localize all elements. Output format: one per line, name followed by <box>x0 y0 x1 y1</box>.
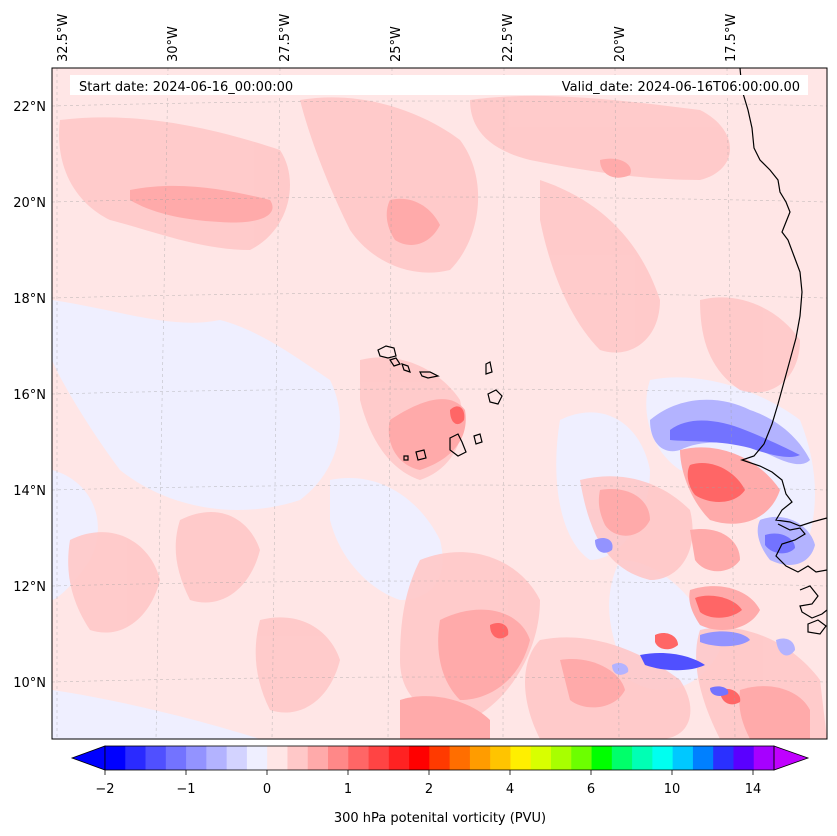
coastlines <box>739 68 827 635</box>
colorbar-ticks <box>104 770 754 775</box>
colorbar-swatch <box>145 746 167 770</box>
colorbar-tick-label: 2 <box>425 782 433 797</box>
lat-label: 10°N <box>13 676 46 691</box>
negative-pv-regions <box>595 399 815 696</box>
colorbar-swatch <box>692 746 714 770</box>
colorbar-tick-label: 4 <box>506 782 514 797</box>
colorbar-swatch <box>611 746 633 770</box>
lon-label: 17.5°W <box>724 14 739 62</box>
lon-label: 22.5°W <box>501 14 516 62</box>
lat-label: 18°N <box>13 292 46 307</box>
lat-label: 14°N <box>13 484 46 499</box>
colorbar-tick-label: −2 <box>95 782 114 797</box>
colorbar-tick-label: −1 <box>176 782 195 797</box>
lat-label: 22°N <box>13 100 46 115</box>
colorbar-swatch <box>713 746 734 770</box>
colorbar-swatch <box>449 746 471 770</box>
colorbar-swatch <box>125 746 146 770</box>
lat-label: 12°N <box>13 580 46 595</box>
colorbar-swatch <box>652 746 674 770</box>
colorbar-tick-label: 6 <box>587 782 595 797</box>
colorbar-swatch <box>307 746 329 770</box>
colorbar-swatch <box>571 746 592 770</box>
colorbar-swatches <box>105 746 775 770</box>
colorbar-swatch <box>105 746 126 770</box>
colorbar-swatch <box>551 746 572 770</box>
colorbar-swatch <box>733 746 755 770</box>
longitude-labels: 32.5°W 30°W 27.5°W 25°W 22.5°W 20°W 17.5… <box>56 14 739 62</box>
colorbar-extend-high <box>773 745 810 771</box>
colorbar-swatch <box>530 746 552 770</box>
colorbar-swatch <box>348 746 369 770</box>
start-date-label: Start date: 2024-06-16_00:00:00 <box>79 80 293 95</box>
latitude-labels: 22°N 20°N 18°N 16°N 14°N 12°N 10°N <box>13 100 46 691</box>
colorbar-swatch <box>267 746 288 770</box>
map-panel <box>52 68 827 739</box>
lon-label: 32.5°W <box>56 14 71 62</box>
colorbar-swatch <box>409 746 430 770</box>
colorbar-swatch <box>490 746 511 770</box>
colorbar-tick-label: 0 <box>263 782 271 797</box>
colorbar-swatch <box>591 746 613 770</box>
colorbar-tick-label: 10 <box>664 782 681 797</box>
colorbar-swatch <box>510 746 532 770</box>
positive-pv-medium-regions <box>130 158 810 739</box>
colorbar-swatch <box>206 746 228 770</box>
lon-label: 25°W <box>389 26 404 62</box>
colorbar-tick-label: 1 <box>344 782 352 797</box>
colorbar-swatch <box>226 746 248 770</box>
header-bar <box>70 75 808 95</box>
africa-coastline <box>739 68 827 527</box>
colorbar-frame <box>104 745 775 771</box>
colorbar-swatch <box>368 746 390 770</box>
colorbar-swatch <box>287 746 309 770</box>
lon-label: 30°W <box>166 26 181 62</box>
colorbar-swatch <box>469 746 491 770</box>
cape-verde-islands <box>377 345 503 461</box>
colorbar-swatch <box>632 746 653 770</box>
colorbar-swatch <box>429 746 451 770</box>
colorbar-swatch <box>388 746 410 770</box>
lon-label: 20°W <box>613 26 628 62</box>
lat-label: 16°N <box>13 388 46 403</box>
colorbar: −2 −1 0 1 2 4 6 10 14 300 hPa potenital … <box>70 745 810 826</box>
valid-date-label: Valid_date: 2024-06-16T06:00:00.00 <box>562 80 800 95</box>
colorbar-swatch <box>672 746 694 770</box>
positive-pv-strong-regions <box>450 406 745 705</box>
map-frame <box>51 67 828 740</box>
lat-label: 20°N <box>13 196 46 211</box>
colorbar-swatch <box>753 746 775 770</box>
colorbar-swatch <box>186 746 207 770</box>
colorbar-swatch <box>165 746 187 770</box>
colorbar-tick-labels: −2 −1 0 1 2 4 6 10 14 <box>95 782 761 797</box>
lon-label: 27.5°W <box>278 14 293 62</box>
colorbar-swatch <box>328 746 349 770</box>
colorbar-swatch <box>246 746 268 770</box>
colorbar-label: 300 hPa potenital vorticity (PVU) <box>334 811 546 826</box>
colorbar-extend-low <box>70 745 106 771</box>
graticule <box>52 68 827 739</box>
colorbar-tick-label: 14 <box>745 782 762 797</box>
